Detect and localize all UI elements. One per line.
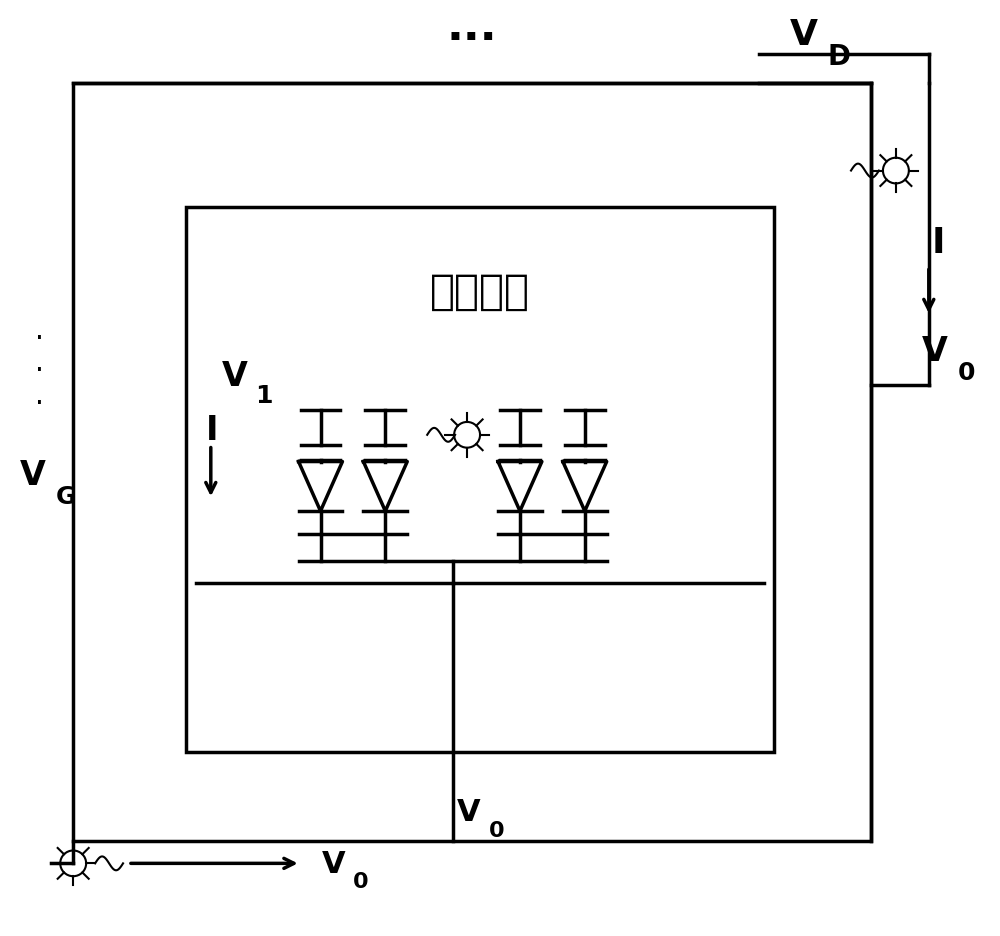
Text: $\mathbf{V}$: $\mathbf{V}$ [921, 335, 948, 368]
Text: $\mathbf{G}$: $\mathbf{G}$ [55, 485, 76, 508]
Text: $\mathbf{1}$: $\mathbf{1}$ [255, 384, 272, 408]
Text: $\mathbf{I}$: $\mathbf{I}$ [205, 414, 216, 446]
Text: $\mathbf{D}$: $\mathbf{D}$ [827, 43, 851, 71]
Text: ...: ... [447, 6, 497, 49]
Text: 像素区域: 像素区域 [430, 271, 530, 313]
Bar [73, 84, 871, 841]
Bar [186, 208, 774, 752]
Text: $\mathbf{0}$: $\mathbf{0}$ [957, 361, 975, 385]
Text: ·
·
·: · · · [35, 325, 44, 417]
Text: $\mathbf{0}$: $\mathbf{0}$ [352, 871, 369, 891]
Text: $\mathbf{V}$: $\mathbf{V}$ [321, 849, 346, 878]
Text: $\mathbf{V}$: $\mathbf{V}$ [221, 359, 248, 392]
Text: $\mathbf{V}$: $\mathbf{V}$ [789, 18, 819, 51]
Text: $\mathbf{V}$: $\mathbf{V}$ [19, 459, 47, 491]
Text: $\mathbf{I}$: $\mathbf{I}$ [931, 226, 943, 259]
Text: $\mathbf{V}$: $\mathbf{V}$ [456, 797, 482, 826]
Text: $\mathbf{0}$: $\mathbf{0}$ [488, 820, 505, 840]
